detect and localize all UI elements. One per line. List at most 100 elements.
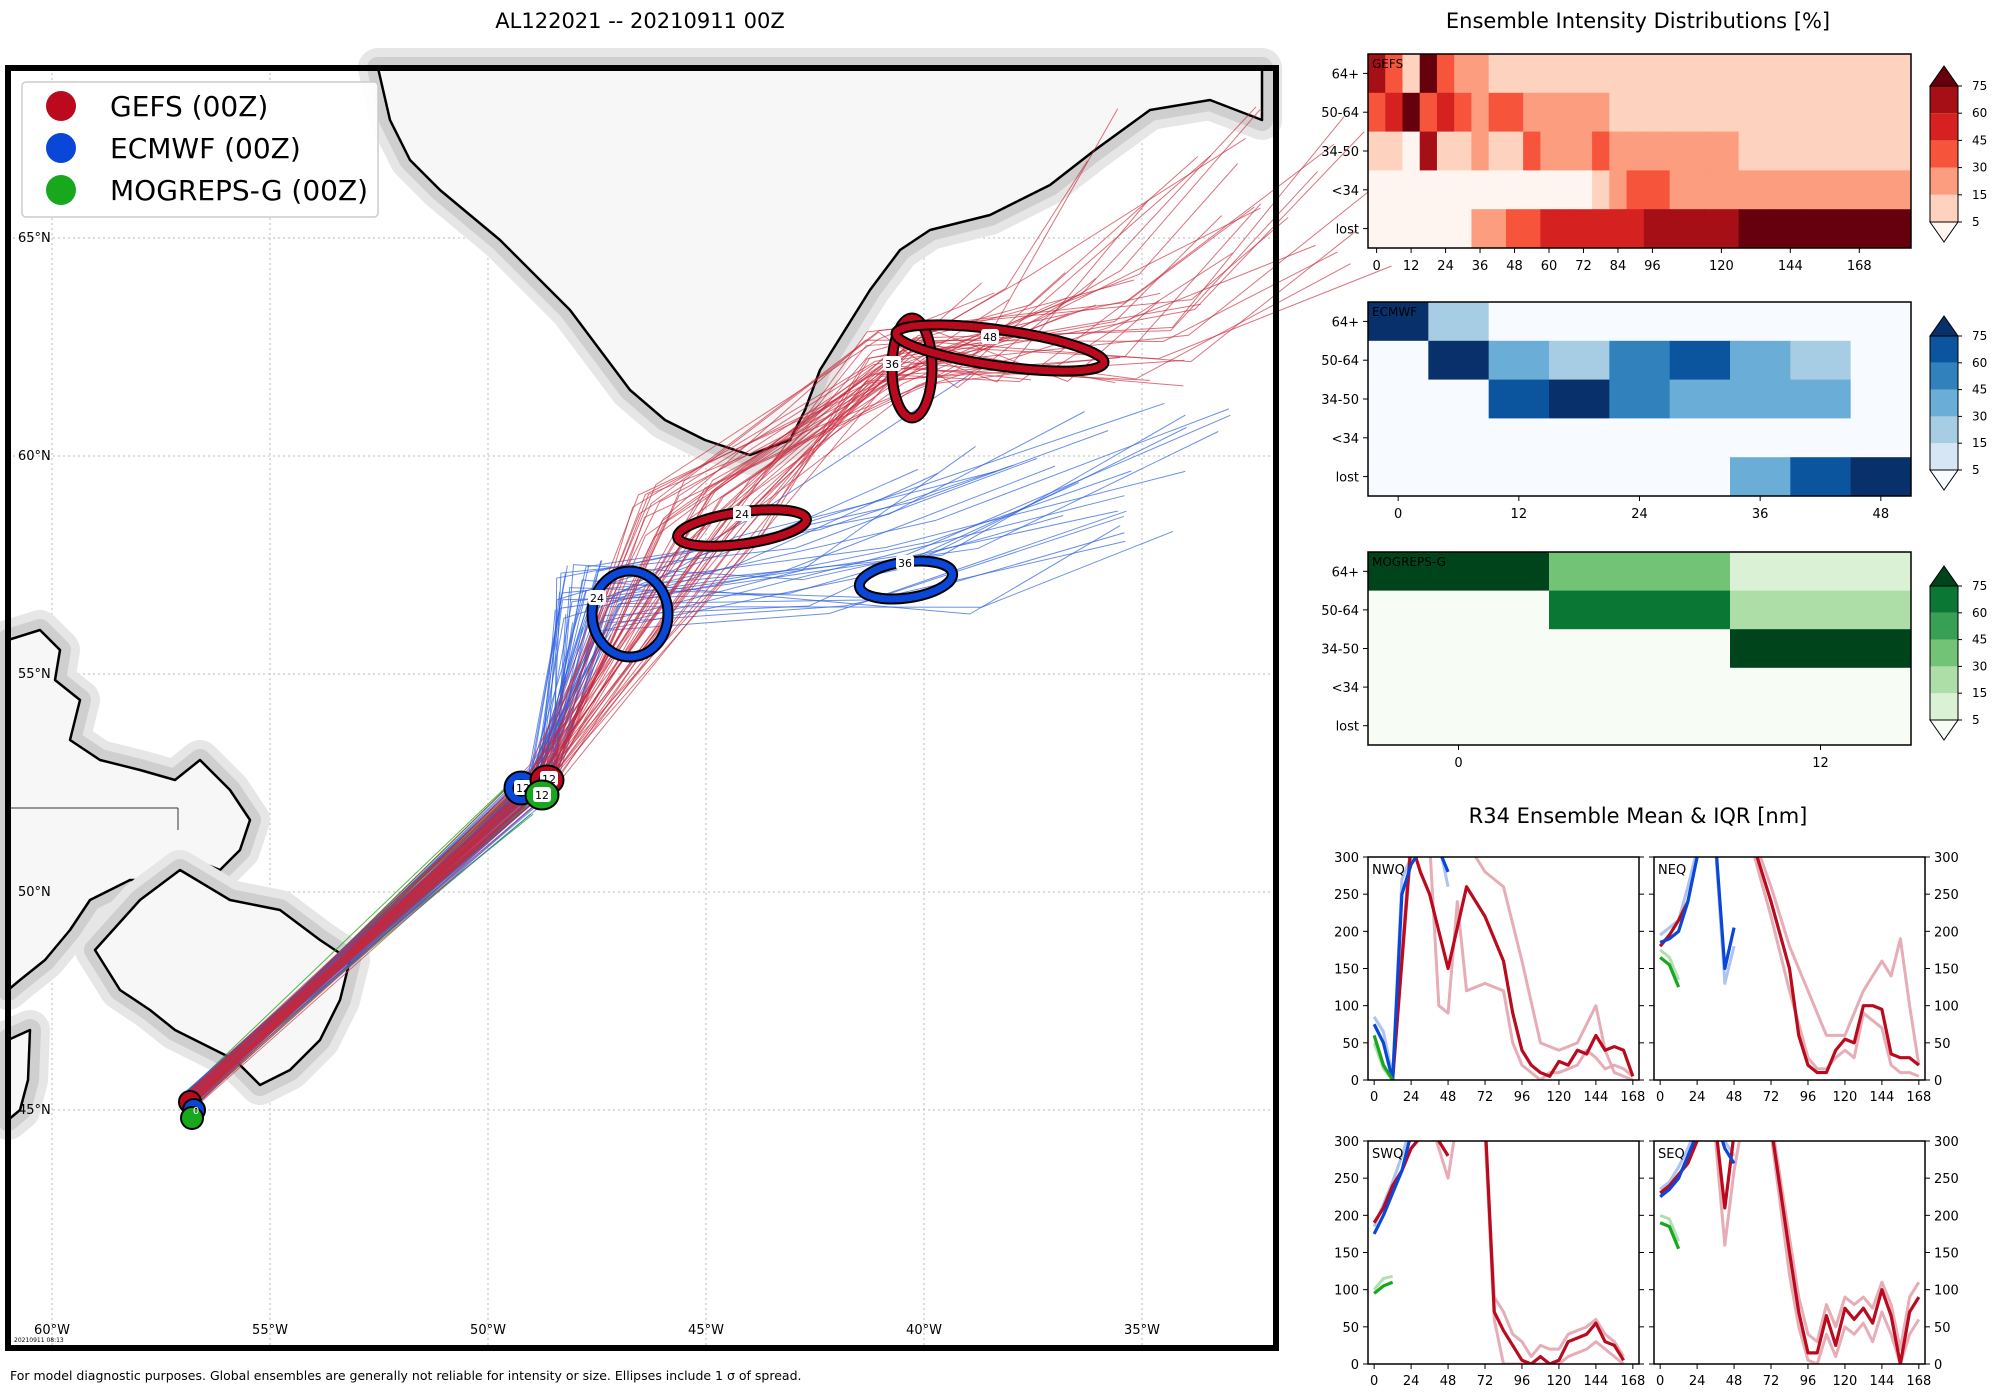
heatmap-cell [1790, 379, 1852, 419]
row-label: 50-64 [1321, 604, 1359, 619]
heatmap-cell [1738, 92, 1774, 133]
row-label: 34-50 [1321, 393, 1359, 408]
x-tick-label: 168 [1620, 1090, 1645, 1105]
r34-title: R34 Ensemble Mean & IQR [nm] [1469, 804, 1808, 828]
x-tick-label: 0 [1372, 259, 1380, 274]
heatmap-cell [1368, 590, 1550, 630]
colorbar-label: 30 [1972, 659, 1987, 673]
heatmap-cell [1730, 379, 1791, 419]
heatmap-cell [1549, 379, 1610, 419]
colorbar-label: 45 [1972, 133, 1987, 147]
heatmap-cell [1842, 54, 1878, 94]
heatmap-cell [1385, 131, 1403, 171]
heatmap-cell [1488, 340, 1550, 381]
heatmap-cell [1454, 92, 1472, 133]
x-tick-label: 12 [1812, 756, 1829, 771]
colorbar-segment [1930, 639, 1958, 667]
panel-label: ECMWF [1372, 305, 1417, 319]
heatmap-cell [1402, 209, 1421, 249]
heatmap-cell [1609, 170, 1628, 210]
heatmap-cell [1842, 131, 1878, 171]
x-tick-label: 72 [1763, 1090, 1780, 1105]
x-tick-label: 96 [1514, 1374, 1531, 1389]
track-line [182, 471, 996, 1106]
x-tick-label: 24 [1689, 1090, 1706, 1105]
heatmap-cell [1428, 418, 1490, 458]
heatmap-cell [1436, 131, 1455, 171]
heatmap-cell [1368, 302, 1429, 342]
x-tick-label: 60 [1541, 259, 1558, 274]
x-tick-label: 120 [1547, 1374, 1572, 1389]
x-tick-label: 72 [1575, 259, 1592, 274]
heatmap-cell [1807, 170, 1843, 210]
heatmap-cell [1402, 170, 1421, 210]
heatmap-cell [1549, 302, 1610, 342]
heatmap-cell [1557, 170, 1576, 210]
x-tick-label: 144 [1778, 259, 1803, 274]
r34-series-line [1373, 1280, 1394, 1295]
row-label: 64+ [1332, 565, 1359, 580]
x-tick-label: 24 [1403, 1374, 1420, 1389]
heatmap-cell [1704, 92, 1740, 133]
r34-series-line [1659, 1221, 1681, 1250]
r34-series-line [1755, 857, 1920, 1075]
heatmap-cell [1643, 209, 1671, 249]
y-tick-label: 50 [1342, 1037, 1359, 1052]
colorbar-max-arrow [1929, 315, 1959, 337]
colorbar-label: 45 [1972, 383, 1987, 397]
r34-series-line [1484, 1141, 1625, 1359]
heatmap-cell [1609, 379, 1671, 419]
heatmap-cell [1807, 54, 1843, 94]
heatmap-cell [1471, 170, 1490, 210]
heatmap-cell [1704, 131, 1740, 171]
heatmap-cell [1454, 209, 1472, 249]
heatmap-cell [1574, 131, 1593, 171]
colorbar-frame [1929, 335, 1959, 471]
heatmap-cell [1549, 340, 1610, 381]
x-tick-label: 144 [1869, 1090, 1894, 1105]
y-tick-label: 150 [1334, 1247, 1359, 1262]
heatmap-cell [1454, 131, 1472, 171]
x-tick-label: 120 [1709, 259, 1734, 274]
y-tick-label: 200 [1934, 925, 1959, 940]
heatmap-cell [1592, 54, 1610, 94]
x-tick-label: 48 [1726, 1374, 1743, 1389]
r34-series-line [1484, 1141, 1625, 1364]
heatmap-cell [1436, 170, 1455, 210]
track-line [193, 367, 1150, 1100]
r34-series-line [1372, 857, 1450, 1078]
heatmap-cell [1730, 667, 1912, 707]
y-tick-label: 50 [1342, 1321, 1359, 1336]
r34-series-line [1483, 1141, 1625, 1364]
heatmap-mogreps-g: 64+ 50-64 34-50 <34 lost 0 12 MOGREPS-G [1321, 551, 1912, 771]
heatmap-cell [1730, 457, 1791, 497]
r34-series-line [1659, 1141, 1736, 1198]
colorbar-segment [1930, 443, 1958, 470]
heatmap-cell [1592, 209, 1610, 249]
y-tick-label: 100 [1334, 1000, 1359, 1015]
y-tick-label: 150 [1334, 963, 1359, 978]
heatmap-cell [1730, 418, 1791, 458]
lat-label: 55°N [18, 667, 51, 682]
map-title: AL122021 -- 20210911 00Z [495, 9, 784, 33]
row-label: 50-64 [1321, 106, 1359, 121]
r34-series-line [1372, 1141, 1450, 1224]
y-tick-label: 150 [1934, 963, 1959, 978]
lon-label: 35°W [1124, 1323, 1160, 1338]
colorbar-label: 60 [1972, 606, 1987, 620]
lon-label: 50°W [470, 1323, 506, 1338]
y-tick-label: 250 [1334, 1172, 1359, 1187]
lon-label: 45°W [688, 1323, 724, 1338]
heatmap-cell [1402, 54, 1421, 94]
heatmap-cell [1850, 340, 1912, 381]
r34-series-line [1391, 857, 1635, 1080]
lon-label: 60°W [34, 1323, 70, 1338]
heatmap-cell [1790, 418, 1852, 458]
heatmap-gefs: 64+ 50-64 34-50 <34 lost 0 12 24 36 48 60 72 84 96 120… [1321, 53, 1912, 274]
heatmap-cell [1592, 131, 1610, 171]
heatmap-cell [1643, 170, 1671, 210]
colorbar-segment [1930, 167, 1958, 195]
mogreps-ellipse-12-label: 12 [535, 789, 549, 802]
heatmap-cell [1368, 667, 1550, 707]
heatmap-cell [1609, 131, 1628, 171]
